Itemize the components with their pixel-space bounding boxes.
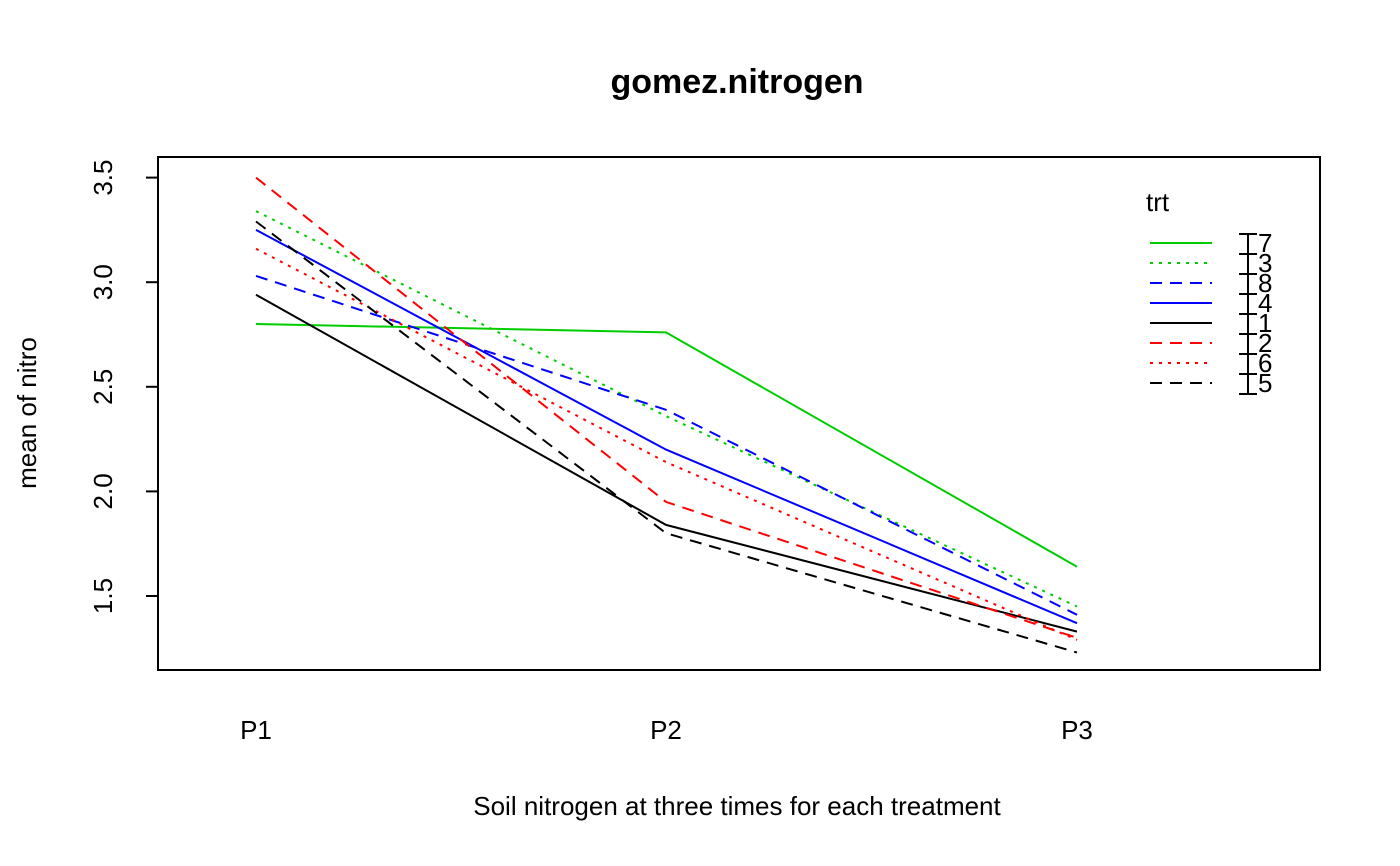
series-lines (255, 176, 1078, 654)
legend-label-trt-7: 7 (1258, 228, 1272, 258)
x-axis-labels: P1 P2 P3 (240, 715, 1093, 745)
y-tick-label: 2.0 (88, 473, 118, 509)
series-line-trt-7 (255, 323, 1078, 568)
series-line-trt-3 (255, 210, 1078, 608)
y-axis: 1.5 2.0 2.5 3.0 3.5 (88, 160, 159, 614)
series-line-trt-1 (255, 293, 1078, 633)
chart-title: gomez.nitrogen (610, 63, 863, 101)
x-tick-label: P3 (1061, 715, 1093, 745)
x-tick-label: P2 (650, 715, 682, 745)
x-axis-label: Soil nitrogen at three times for each tr… (473, 791, 1001, 821)
x-tick-label: P1 (240, 715, 272, 745)
legend-label-trt-5: 5 (1258, 368, 1272, 398)
legend-title: trt (1146, 187, 1170, 217)
series-line-trt-6 (255, 247, 1078, 641)
y-axis-label: mean of nitro (12, 337, 42, 489)
legend-label-trt-3: 3 (1258, 248, 1272, 278)
plot-frame (157, 156, 1321, 671)
series-line-trt-4 (255, 229, 1078, 625)
legend-label-trt-8: 8 (1258, 268, 1272, 298)
legend-label-trt-2: 2 (1258, 328, 1272, 358)
y-tick-label: 3.5 (88, 160, 118, 196)
y-tick-label: 3.0 (88, 264, 118, 300)
legend-label-trt-6: 6 (1258, 348, 1272, 378)
y-tick-label: 1.5 (88, 578, 118, 614)
series-line-trt-5 (255, 220, 1078, 654)
legend-label-trt-4: 4 (1258, 288, 1272, 318)
series-line-trt-2 (255, 176, 1078, 639)
y-tick-label: 2.5 (88, 369, 118, 405)
legend-label-trt-1: 1 (1258, 308, 1272, 338)
